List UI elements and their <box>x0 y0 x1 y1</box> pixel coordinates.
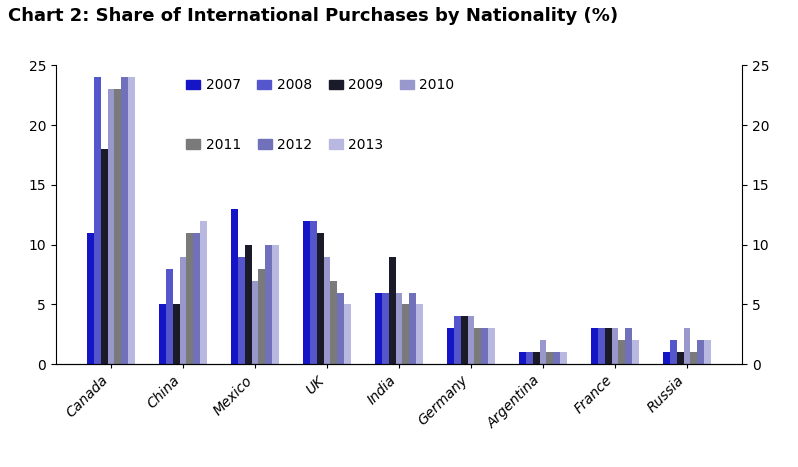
Bar <box>121 78 128 364</box>
Bar <box>159 304 166 364</box>
Bar <box>101 149 108 364</box>
Bar <box>468 317 475 364</box>
Bar <box>317 233 323 364</box>
Bar <box>87 233 94 364</box>
Bar <box>396 292 402 364</box>
Bar <box>259 269 265 364</box>
Bar <box>626 328 632 364</box>
Bar <box>519 352 526 364</box>
Bar <box>389 257 396 364</box>
Bar <box>128 78 135 364</box>
Bar <box>330 281 338 364</box>
Bar <box>303 221 310 364</box>
Bar <box>684 328 690 364</box>
Bar <box>187 233 193 364</box>
Bar <box>323 257 330 364</box>
Bar <box>690 352 697 364</box>
Bar <box>591 328 598 364</box>
Bar <box>618 340 626 364</box>
Bar <box>553 352 560 364</box>
Bar <box>409 292 416 364</box>
Bar <box>460 317 468 364</box>
Bar <box>663 352 670 364</box>
Bar <box>611 328 618 364</box>
Bar <box>231 209 238 364</box>
Text: Chart 2: Share of International Purchases by Nationality (%): Chart 2: Share of International Purchase… <box>8 7 618 25</box>
Bar <box>560 352 567 364</box>
Bar <box>605 328 611 364</box>
Bar <box>447 328 454 364</box>
Bar <box>533 352 539 364</box>
Bar <box>670 340 677 364</box>
Bar <box>632 340 639 364</box>
Bar <box>526 352 533 364</box>
Bar <box>245 245 251 364</box>
Bar <box>200 221 207 364</box>
Bar <box>114 89 121 364</box>
Bar <box>193 233 200 364</box>
Bar <box>344 304 351 364</box>
Bar <box>454 317 460 364</box>
Bar <box>94 78 101 364</box>
Bar <box>375 292 382 364</box>
Bar <box>598 328 605 364</box>
Bar <box>481 328 488 364</box>
Bar <box>402 304 409 364</box>
Bar <box>238 257 245 364</box>
Bar <box>488 328 495 364</box>
Bar <box>539 340 547 364</box>
Bar <box>677 352 684 364</box>
Bar <box>475 328 481 364</box>
Bar <box>382 292 389 364</box>
Bar <box>704 340 711 364</box>
Bar <box>697 340 704 364</box>
Bar <box>265 245 272 364</box>
Bar <box>251 281 259 364</box>
Bar <box>416 304 423 364</box>
Bar <box>180 257 187 364</box>
Bar <box>310 221 317 364</box>
Bar <box>272 245 279 364</box>
Legend: 2011, 2012, 2013: 2011, 2012, 2013 <box>187 138 384 152</box>
Bar <box>547 352 553 364</box>
Bar <box>166 269 172 364</box>
Bar <box>338 292 344 364</box>
Bar <box>108 89 114 364</box>
Bar <box>172 304 180 364</box>
